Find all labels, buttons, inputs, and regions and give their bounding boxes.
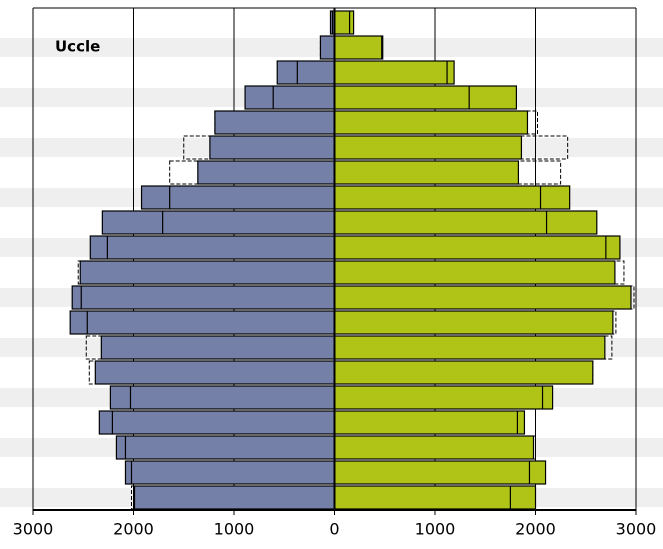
x-tick-label: 0 bbox=[329, 520, 339, 539]
bar bbox=[133, 485, 336, 510]
bar bbox=[333, 60, 455, 85]
bar bbox=[209, 135, 336, 160]
bar bbox=[319, 35, 336, 60]
x-tick-label: 2000 bbox=[113, 520, 154, 539]
bar bbox=[333, 310, 614, 335]
bar bbox=[333, 85, 518, 110]
bar bbox=[333, 285, 632, 310]
bar bbox=[197, 160, 336, 185]
bar bbox=[333, 335, 606, 360]
bar bbox=[333, 410, 526, 435]
bar bbox=[89, 235, 336, 260]
bar bbox=[333, 210, 598, 235]
x-tick-label: 3000 bbox=[13, 520, 54, 539]
bar bbox=[98, 410, 336, 435]
bar bbox=[333, 160, 520, 185]
bar bbox=[333, 435, 535, 460]
bar bbox=[140, 185, 336, 210]
bar bbox=[276, 60, 336, 85]
chart-title: Uccle bbox=[55, 38, 100, 56]
bar bbox=[69, 310, 336, 335]
bar bbox=[333, 35, 384, 60]
bar bbox=[333, 260, 616, 285]
bar bbox=[333, 360, 594, 385]
bar bbox=[333, 385, 554, 410]
plot bbox=[32, 8, 637, 515]
bar bbox=[79, 260, 336, 285]
bar bbox=[214, 110, 336, 135]
bar bbox=[333, 135, 523, 160]
bar bbox=[94, 360, 336, 385]
bar bbox=[333, 235, 621, 260]
bar bbox=[71, 285, 336, 310]
bar bbox=[333, 185, 571, 210]
x-tick-label: 2000 bbox=[515, 520, 556, 539]
bar bbox=[333, 110, 529, 135]
bar bbox=[333, 10, 355, 35]
bar bbox=[244, 85, 336, 110]
bar bbox=[333, 485, 537, 510]
bar bbox=[100, 335, 336, 360]
bar bbox=[115, 435, 336, 460]
bar bbox=[109, 385, 336, 410]
x-tick-label: 3000 bbox=[616, 520, 657, 539]
x-tick-label: 1000 bbox=[214, 520, 255, 539]
bar bbox=[124, 460, 336, 485]
bar bbox=[333, 460, 547, 485]
x-tick-label: 1000 bbox=[415, 520, 456, 539]
bar bbox=[101, 210, 336, 235]
